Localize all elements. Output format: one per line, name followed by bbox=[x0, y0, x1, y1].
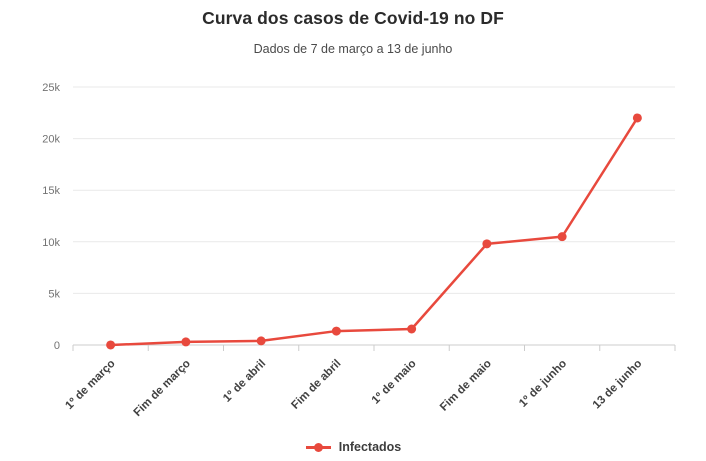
data-point[interactable] bbox=[106, 340, 116, 350]
series-line bbox=[109, 116, 639, 347]
data-point[interactable] bbox=[181, 337, 191, 347]
y-tick-label: 5k bbox=[48, 288, 60, 300]
data-point[interactable] bbox=[482, 239, 492, 249]
x-tick-label: 1º de maio bbox=[370, 358, 419, 407]
legend-marker-icon bbox=[305, 442, 331, 452]
data-point[interactable] bbox=[331, 326, 341, 336]
chart-title: Curva dos casos de Covid-19 no DF bbox=[202, 8, 504, 28]
x-tick-label: 1º de junho bbox=[517, 358, 569, 410]
y-tick-label: 20k bbox=[42, 134, 60, 146]
x-tick-label: Fim de abril bbox=[289, 358, 343, 412]
y-tick-label: 0 bbox=[54, 340, 60, 352]
data-point[interactable] bbox=[407, 324, 417, 334]
chart-subtitle: Dados de 7 de março a 13 de junho bbox=[253, 42, 453, 56]
data-point[interactable] bbox=[256, 336, 266, 346]
chart-svg[interactable]: 0 5k 10k 15k 20k 25k 1º de março Fim de março 1º… bbox=[0, 0, 706, 430]
legend-label: Infectados bbox=[338, 440, 402, 454]
x-tick-label: 13 de junho bbox=[591, 358, 645, 412]
legend: Infectados bbox=[0, 440, 706, 454]
data-point[interactable] bbox=[632, 113, 642, 123]
y-tick-label: 15k bbox=[42, 185, 60, 197]
y-tick-label: 25k bbox=[42, 82, 60, 94]
x-tick-label: Fim de março bbox=[132, 358, 193, 419]
legend-dot bbox=[313, 442, 323, 452]
x-tick-label: Fim de maio bbox=[438, 358, 494, 414]
y-tick-label: 10k bbox=[42, 237, 60, 249]
x-tick-label: 1º de abril bbox=[221, 358, 268, 405]
x-tick-label: 1º de março bbox=[63, 358, 117, 412]
data-point[interactable] bbox=[557, 232, 567, 242]
